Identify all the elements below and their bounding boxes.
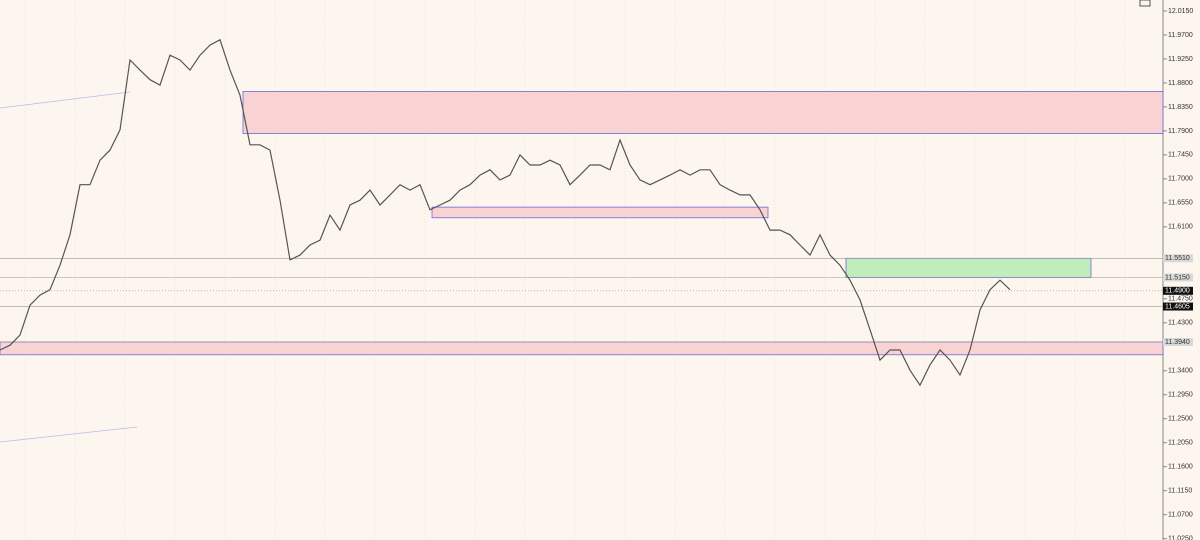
y-tick-label: 11.3400: [1168, 368, 1193, 375]
y-tick-label: 11.2500: [1168, 416, 1193, 423]
y-tick-label: 11.8350: [1168, 104, 1193, 111]
zone: [845, 257, 1092, 278]
y-tick-label: 11.1600: [1168, 464, 1193, 471]
zone: [0, 341, 1164, 356]
trend-line: [0, 426, 138, 443]
y-tick-label: 11.8800: [1168, 80, 1193, 87]
price-tag: 11.5510: [1165, 255, 1190, 262]
zone: [431, 206, 769, 219]
zone: [242, 91, 1164, 134]
price-tag-box: [1163, 254, 1193, 263]
y-tick-label: 12.0150: [1168, 8, 1193, 15]
price-tag-box: [1163, 337, 1193, 346]
price-line: [0, 38, 1011, 387]
y-tick-label: 11.9700: [1168, 32, 1193, 39]
price-tag: 11.4605: [1165, 303, 1190, 310]
y-tick-label: 11.9250: [1168, 56, 1193, 63]
y-tick-label: 11.7000: [1168, 176, 1193, 183]
price-tag: 11.3940: [1165, 339, 1190, 346]
y-tick-label: 11.7900: [1168, 128, 1193, 135]
price-tag: 11.5150: [1165, 274, 1190, 281]
y-tick-label: 11.2950: [1168, 392, 1193, 399]
price-tag-box: [1163, 273, 1193, 282]
y-tick-label: 11.2050: [1168, 440, 1193, 447]
y-tick-label: 11.1150: [1168, 488, 1192, 495]
y-tick-label: 11.0250: [1168, 536, 1193, 540]
y-tick-label: 11.6100: [1168, 224, 1193, 231]
window-icon[interactable]: [1139, 0, 1151, 7]
y-tick-label: 11.0700: [1168, 512, 1193, 519]
y-tick-label: 11.6550: [1168, 200, 1193, 207]
price-tag: 11.4900: [1165, 288, 1190, 295]
trend-line: [0, 91, 131, 109]
y-tick-label: 11.4750: [1168, 296, 1193, 303]
y-tick-label: 11.4300: [1168, 320, 1193, 327]
price-tag-box: [1163, 302, 1193, 311]
price-tag-box: [1163, 286, 1193, 295]
y-tick-label: 11.7450: [1168, 152, 1193, 159]
